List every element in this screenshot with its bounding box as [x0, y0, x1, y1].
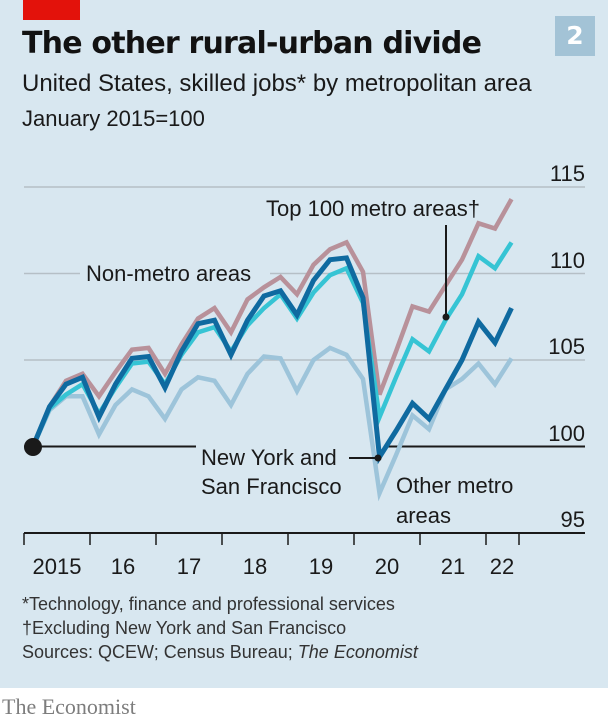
baseline-start-dot	[24, 438, 42, 456]
annotation-nysf-line2: San Francisco	[201, 474, 342, 499]
line-chart: 115 110 105 100 95 2015 16 17 18 19 20 2…	[23, 161, 585, 579]
x-tick-labels: 2015 16 17 18 19 20 21 22	[33, 554, 515, 579]
chart-subtitle: United States, skilled jobs* by metropol…	[22, 70, 532, 97]
footnote-dagger: †Excluding New York and San Francisco	[22, 618, 347, 638]
brand-red-bar	[23, 0, 80, 20]
chart-number-badge: 2	[555, 16, 595, 56]
y-tick-label-115: 115	[550, 161, 585, 186]
series-line-other-metro-areas	[30, 345, 514, 502]
sources-italic: The Economist	[297, 642, 418, 662]
x-tick-label-21: 21	[441, 554, 465, 579]
x-tick-label-2015: 2015	[33, 554, 82, 579]
x-tick-label-22: 22	[490, 554, 514, 579]
nonmetro-label-mask	[80, 255, 270, 289]
annotation-nysf-dot	[374, 454, 382, 462]
x-axis	[23, 532, 585, 545]
x-tick-label-19: 19	[309, 554, 333, 579]
annotation-top-100: Top 100 metro areas†	[266, 196, 480, 221]
annotation-other-metro-line2: areas	[396, 503, 451, 528]
gridlines	[24, 186, 585, 448]
annotation-other-metro-line1: Other metro	[396, 473, 513, 498]
series-lines	[30, 197, 514, 502]
annotation-top-100-dot	[442, 313, 450, 321]
chart-panel	[0, 0, 608, 688]
x-tick-label-20: 20	[375, 554, 399, 579]
annotation-non-metro: Non-metro areas	[86, 261, 251, 286]
y-tick-label-95: 95	[561, 507, 585, 532]
footnotes: *Technology, finance and professional se…	[22, 592, 418, 664]
series-line-non-metro-areas	[30, 197, 514, 448]
x-tick-label-16: 16	[111, 554, 135, 579]
y-tick-labels: 115 110 105 100 95	[548, 161, 585, 532]
nysf-label-mask	[196, 435, 386, 459]
y-tick-label-100: 100	[548, 421, 585, 446]
chart-unit-label: January 2015=100	[22, 106, 205, 131]
annotation-nysf-line1: New York and	[201, 445, 337, 470]
sources-text: Sources: QCEW; Census Bureau;	[22, 642, 298, 662]
chart-title: The other rural-urban divide	[22, 26, 482, 61]
footnote-asterisk: *Technology, finance and professional se…	[22, 594, 395, 614]
y-tick-label-110: 110	[550, 248, 585, 273]
brand-wordmark: The Economist	[2, 694, 136, 719]
series-line-new-york-and-san-francisco	[30, 255, 514, 465]
x-tick-label-17: 17	[177, 554, 201, 579]
y-tick-label-105: 105	[548, 334, 585, 359]
sources-line: Sources: QCEW; Census Bureau; The Econom…	[22, 640, 418, 664]
x-tick-label-18: 18	[243, 554, 267, 579]
